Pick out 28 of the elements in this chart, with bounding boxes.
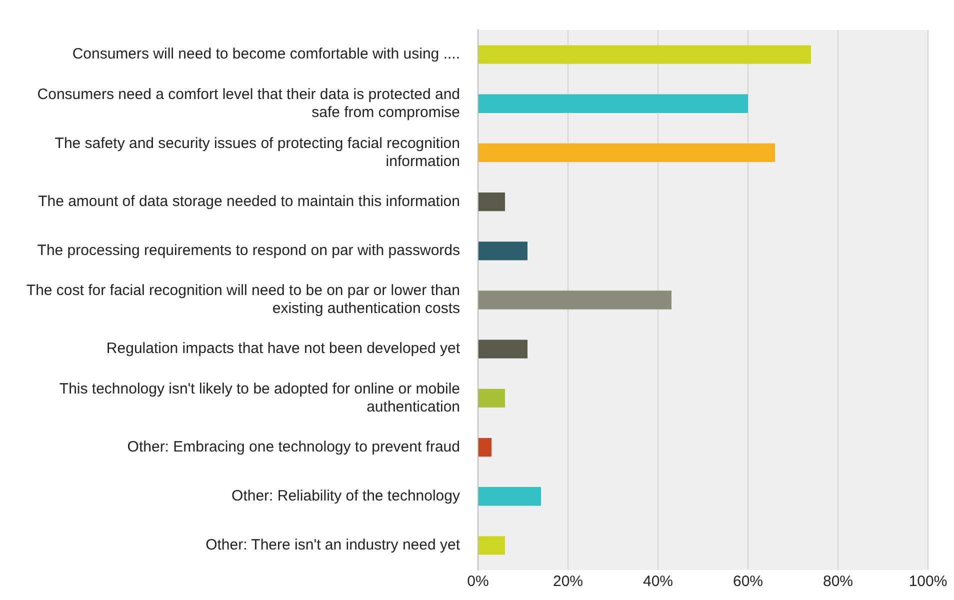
y-tick-label: Other: Reliability of the technology bbox=[232, 488, 460, 505]
y-tick-label: The cost for facial recognition will need to be on par or lower than existing authentication costs bbox=[26, 282, 460, 318]
bar bbox=[478, 192, 505, 212]
bar bbox=[478, 143, 775, 162]
y-tick-label: Other: Embracing one technology to prevent fraud bbox=[127, 438, 460, 456]
x-tick-label: 80% bbox=[822, 573, 854, 590]
y-tick-label: This technology isn't likely to be adopted for online or mobile authentication bbox=[59, 380, 460, 416]
bar bbox=[478, 438, 492, 457]
y-tick-label: The amount of data storage needed to maintain this information bbox=[38, 192, 460, 210]
y-tick-label: Other: There isn't an industry need yet bbox=[206, 536, 461, 554]
y-tick-label: The safety and security issues of protecting facial recognition information bbox=[54, 134, 460, 170]
bar bbox=[478, 94, 748, 113]
y-tick-label: Consumers will need to become comfortable with using .... bbox=[72, 46, 460, 63]
bar bbox=[478, 536, 505, 555]
bar bbox=[478, 340, 528, 358]
bar bbox=[478, 290, 672, 310]
bar bbox=[478, 388, 505, 408]
x-tick-label: 40% bbox=[642, 573, 674, 590]
x-tick-label: 0% bbox=[467, 573, 489, 590]
y-tick-label: Consumers need a comfort level that their data is protected and safe from compromise bbox=[37, 86, 460, 121]
y-tick-label: The processing requirements to respond on par with passwords bbox=[37, 242, 460, 260]
bar bbox=[478, 242, 528, 260]
x-tick-label: 20% bbox=[552, 573, 584, 590]
bar bbox=[478, 487, 541, 506]
bar bbox=[478, 45, 811, 64]
x-tick-label: 100% bbox=[908, 573, 948, 590]
x-tick-label: 60% bbox=[732, 573, 764, 590]
y-tick-label: Regulation impacts that have not been developed yet bbox=[106, 340, 461, 358]
